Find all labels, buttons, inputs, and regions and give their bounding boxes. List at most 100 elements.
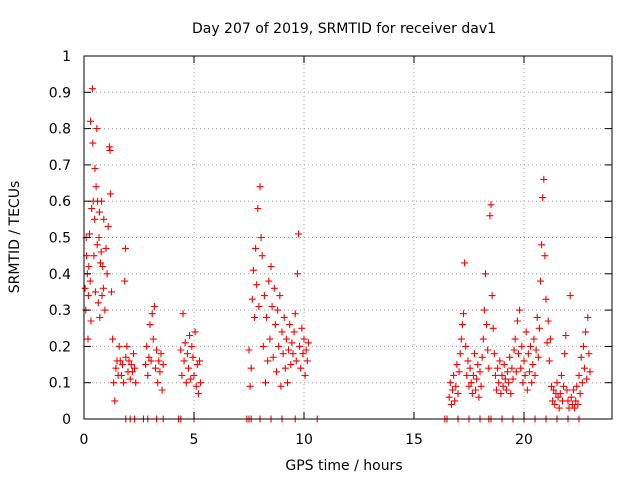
data-point — [487, 201, 495, 209]
data-point — [566, 292, 574, 300]
data-point — [183, 350, 191, 358]
data-point — [586, 368, 594, 376]
data-point — [538, 241, 546, 249]
data-point — [159, 361, 167, 369]
data-point — [97, 259, 104, 267]
data-point — [497, 390, 505, 398]
data-point — [119, 361, 126, 369]
x-tick-label: 15 — [405, 432, 423, 448]
data-point — [108, 288, 115, 296]
data-point — [482, 270, 489, 278]
data-point — [186, 332, 194, 339]
data-point — [156, 368, 164, 376]
data-point — [190, 371, 198, 379]
data-point — [468, 390, 476, 398]
y-tick-label: 0.2 — [49, 339, 71, 355]
data-point — [554, 393, 562, 401]
data-point — [287, 361, 295, 369]
data-point — [249, 266, 257, 274]
data-point — [127, 361, 135, 369]
data-point — [155, 357, 163, 365]
data-point — [457, 335, 465, 343]
data-point — [130, 350, 137, 358]
data-point — [299, 350, 307, 358]
data-point — [515, 350, 522, 358]
data-point — [449, 386, 456, 394]
data-point — [477, 382, 485, 390]
data-point — [297, 364, 305, 372]
data-point — [89, 139, 97, 147]
data-point — [146, 321, 154, 329]
x-tick-label: 0 — [80, 432, 89, 448]
data-point — [562, 332, 570, 339]
data-point — [507, 390, 515, 398]
data-point — [585, 350, 593, 358]
data-point — [131, 364, 139, 372]
data-point — [463, 371, 471, 379]
data-point — [192, 382, 200, 390]
data-point — [91, 215, 99, 223]
data-point — [490, 350, 498, 358]
data-point — [98, 197, 106, 205]
data-point — [91, 288, 99, 296]
data-point — [88, 85, 96, 93]
data-point — [303, 357, 311, 365]
data-point — [158, 386, 166, 394]
data-point — [500, 361, 508, 369]
data-point — [189, 353, 197, 361]
data-point — [535, 324, 543, 332]
data-point — [491, 371, 499, 379]
data-point — [265, 277, 273, 285]
data-point — [95, 208, 103, 216]
data-point — [104, 223, 112, 231]
data-point — [546, 335, 554, 343]
y-tick-label: 0.8 — [49, 122, 71, 138]
data-point — [188, 342, 196, 350]
data-point — [125, 357, 133, 365]
data-point — [121, 244, 129, 252]
data-point — [115, 342, 123, 350]
data-point — [501, 375, 509, 383]
data-point — [194, 390, 202, 398]
data-point — [298, 324, 306, 332]
data-point — [285, 346, 293, 354]
data-point — [462, 342, 470, 350]
data-point — [296, 342, 304, 350]
data-point — [563, 386, 571, 394]
data-point — [483, 321, 491, 329]
data-point — [469, 371, 477, 379]
y-tick-label: 0.7 — [49, 158, 71, 174]
y-tick-label: 0.5 — [49, 231, 71, 247]
data-point — [268, 303, 276, 310]
data-point — [197, 379, 205, 387]
data-point — [251, 313, 258, 321]
data-point — [181, 339, 189, 347]
y-axis-label: SRMTID / TECUs — [7, 181, 23, 294]
data-point — [472, 386, 480, 394]
data-point — [87, 117, 95, 125]
data-point — [471, 350, 478, 358]
data-point — [553, 379, 561, 387]
data-point — [179, 310, 187, 318]
y-tick-label: 1 — [62, 49, 71, 65]
data-point — [576, 390, 584, 398]
data-point — [122, 353, 130, 361]
data-point — [480, 306, 488, 314]
data-point — [116, 357, 124, 365]
data-point — [100, 215, 108, 223]
data-point — [258, 252, 266, 260]
data-point — [252, 244, 260, 252]
data-point — [301, 371, 309, 379]
data-point — [279, 350, 287, 358]
data-point — [290, 328, 298, 336]
data-point — [103, 270, 111, 278]
data-point — [177, 346, 185, 354]
data-point — [446, 379, 454, 387]
data-point — [144, 371, 152, 379]
data-point — [581, 364, 588, 372]
data-point — [533, 313, 541, 321]
data-point — [452, 382, 460, 390]
data-point — [473, 375, 481, 383]
data-point — [467, 379, 475, 387]
data-point — [93, 125, 101, 133]
